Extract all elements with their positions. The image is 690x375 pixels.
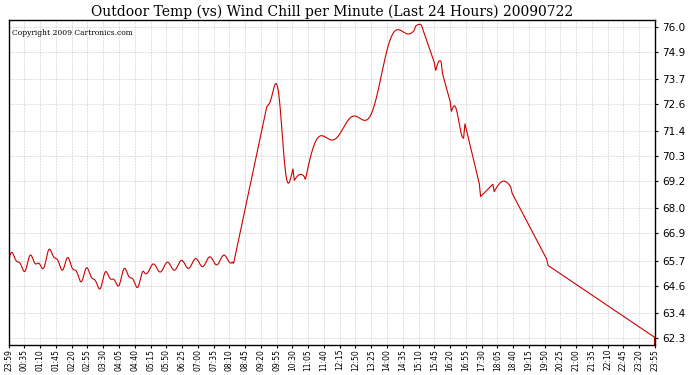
Text: Copyright 2009 Cartronics.com: Copyright 2009 Cartronics.com [12,30,132,38]
Title: Outdoor Temp (vs) Wind Chill per Minute (Last 24 Hours) 20090722: Outdoor Temp (vs) Wind Chill per Minute … [91,4,573,18]
